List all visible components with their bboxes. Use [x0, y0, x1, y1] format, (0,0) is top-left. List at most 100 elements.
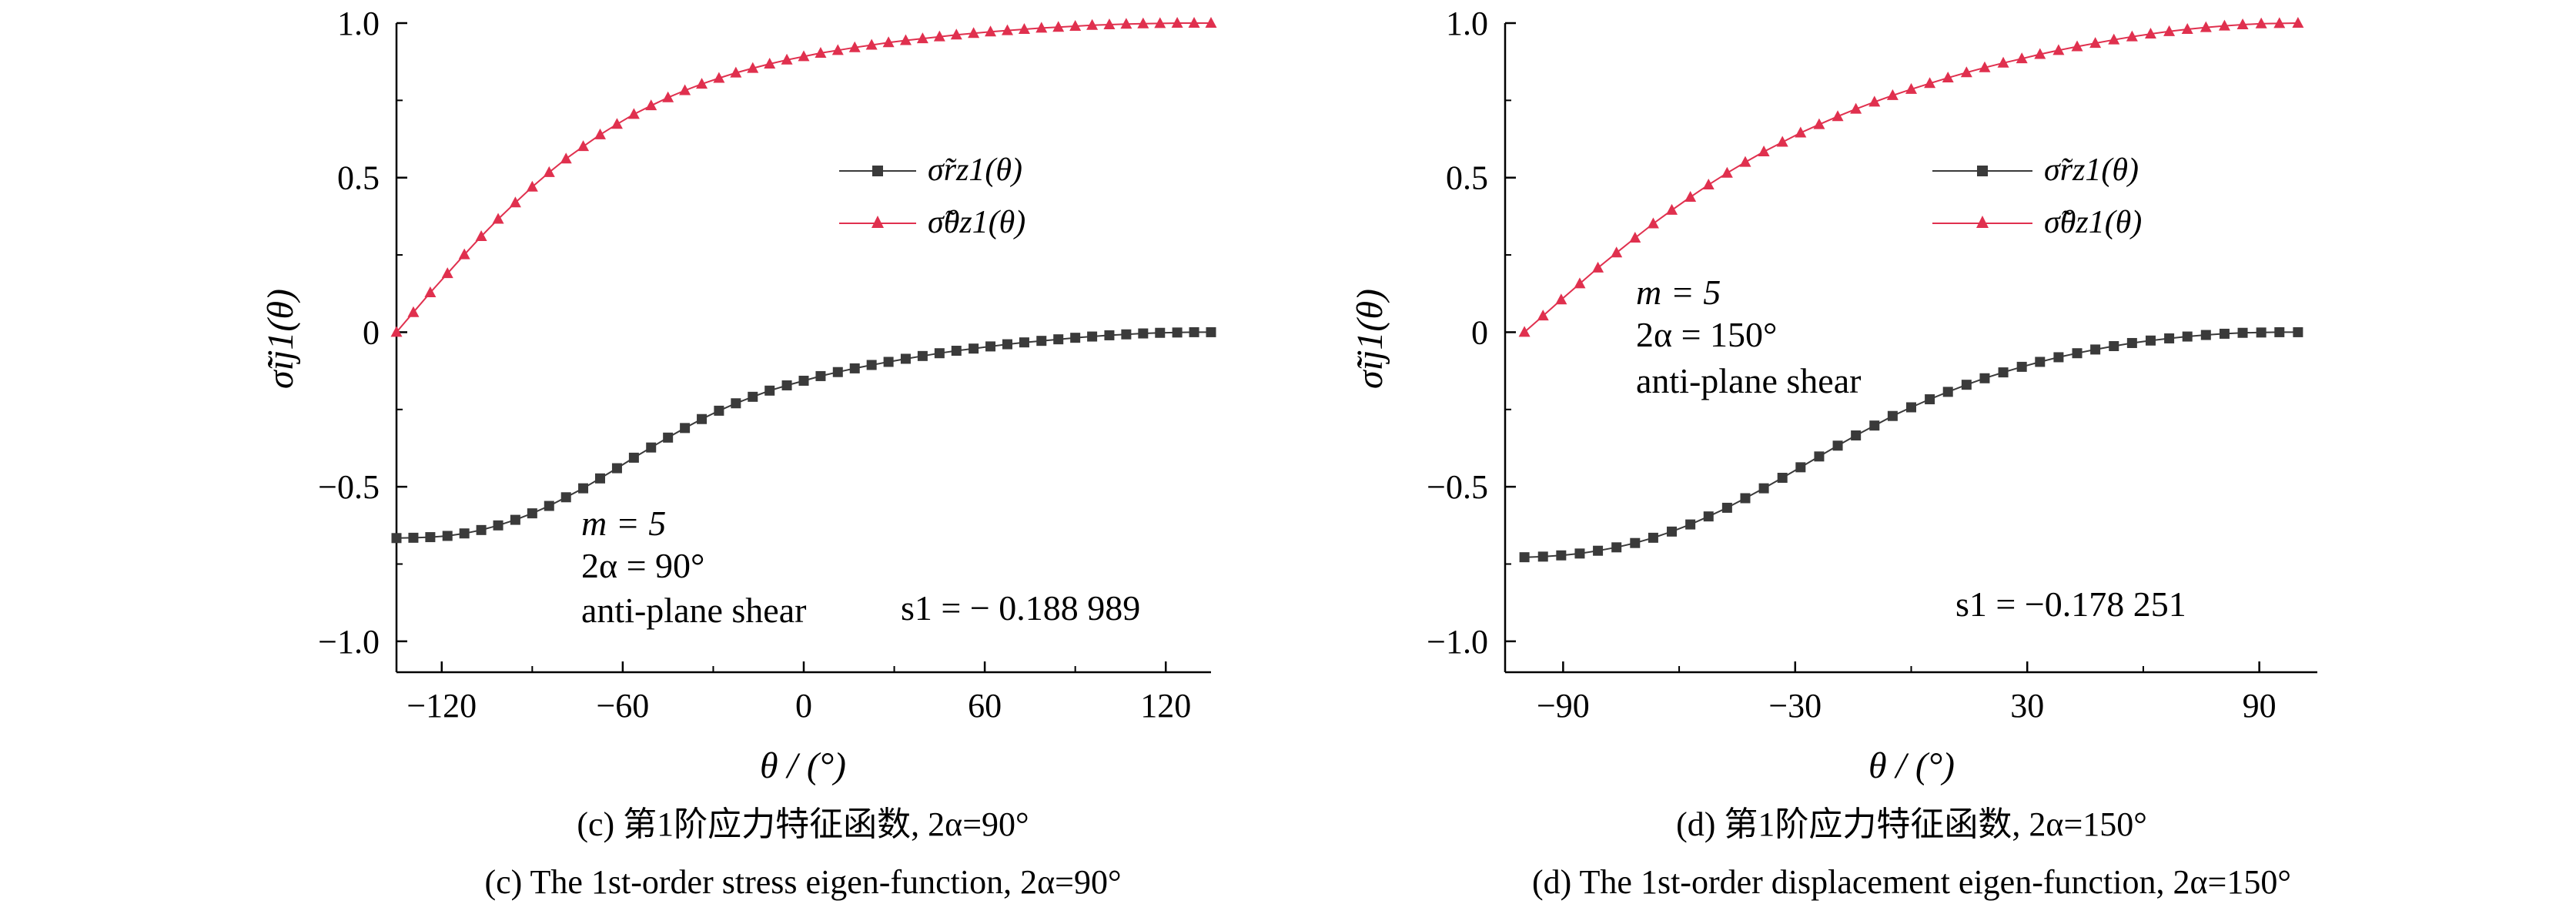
data-point	[1776, 136, 1788, 147]
data-point	[1979, 373, 1990, 383]
data-point	[2016, 361, 2027, 372]
data-point	[1574, 277, 1586, 289]
data-point	[1611, 542, 1622, 553]
y-axis-label-c: σ̃ij1(θ)	[260, 289, 301, 389]
data-point	[611, 463, 622, 474]
data-point	[2293, 326, 2303, 337]
data-point	[1906, 402, 1916, 413]
data-point	[543, 166, 555, 177]
data-point	[1887, 410, 1898, 421]
x-tick-label: 60	[968, 687, 1002, 725]
data-point	[475, 229, 487, 241]
data-point	[1795, 462, 1806, 473]
annot-m-d: m = 5	[1636, 273, 1721, 312]
data-point	[1777, 473, 1788, 484]
data-point	[2255, 17, 2267, 28]
legend-tz-marker	[871, 216, 884, 228]
data-point	[1961, 380, 1972, 390]
x-tick-label: −60	[596, 687, 649, 725]
data-point	[1886, 89, 1899, 100]
data-point	[645, 99, 657, 111]
y-tick-label: 0.5	[1446, 159, 1488, 197]
data-point	[2034, 48, 2046, 59]
data-point	[390, 326, 403, 337]
data-point	[764, 57, 776, 69]
data-point	[951, 346, 962, 357]
data-point	[1721, 166, 1733, 178]
data-point	[1103, 18, 1116, 30]
data-point	[459, 528, 470, 539]
data-point	[2089, 37, 2102, 49]
data-point	[1138, 328, 1149, 339]
annot-type-d: anti-plane shear	[1636, 361, 1861, 400]
data-point	[969, 343, 979, 354]
annot-alpha-d: 2α = 150°	[1636, 315, 1777, 354]
data-point	[560, 152, 572, 164]
x-tick-label: 30	[2010, 687, 2044, 725]
data-point	[458, 248, 470, 259]
data-point	[2219, 328, 2230, 339]
data-point	[1574, 548, 1585, 559]
data-point	[1979, 61, 1991, 72]
annot-m-c: m = 5	[581, 504, 666, 543]
data-point	[1537, 551, 1548, 562]
legend-c: σ̃rz1(θ) σ̃θz1(θ)	[839, 152, 1025, 240]
data-point	[748, 391, 758, 402]
y-tick-label: 0	[363, 313, 380, 351]
x-tick-label: 120	[1140, 687, 1191, 725]
y-axis-label-d: σ̃ij1(θ)	[1350, 289, 1390, 389]
data-point	[442, 531, 453, 541]
data-point	[968, 27, 980, 39]
data-point	[730, 66, 742, 78]
data-point	[1002, 339, 1012, 350]
data-point	[985, 341, 996, 352]
data-point	[1758, 145, 1770, 156]
data-point	[492, 213, 504, 224]
data-point	[1960, 66, 1972, 78]
data-point	[2053, 352, 2064, 363]
data-point	[1120, 18, 1132, 29]
data-point	[1868, 95, 1881, 107]
data-point	[2236, 18, 2249, 30]
data-point	[1205, 17, 1217, 28]
data-point	[1924, 77, 1936, 89]
data-point	[1832, 440, 1843, 451]
data-point	[1171, 17, 1183, 28]
data-point	[1592, 261, 1604, 273]
data-point	[1702, 178, 1715, 189]
data-point	[2164, 333, 2175, 343]
data-point	[1814, 451, 1825, 462]
data-point	[679, 84, 691, 95]
data-point	[526, 180, 538, 192]
data-point	[848, 41, 861, 52]
panel-c: −1.0 −0.5 0 0.5 1.0 −120 −60 0 60 120 σ̃rz1(θ) σ̃…	[260, 5, 1217, 901]
data-point	[697, 413, 708, 424]
data-point	[714, 405, 724, 416]
caption-en-c: (c) The 1st-order stress eigen-function,…	[484, 863, 1121, 901]
data-point	[1519, 552, 1530, 563]
data-point	[1942, 387, 1953, 397]
data-point	[696, 78, 708, 89]
data-point	[1019, 337, 1029, 348]
data-point	[2126, 337, 2137, 348]
data-point	[663, 432, 674, 443]
data-point	[916, 32, 928, 44]
data-point	[1925, 394, 1935, 405]
x-tick-label: 90	[2243, 687, 2277, 725]
data-point	[1154, 17, 1166, 28]
data-point	[950, 28, 962, 40]
data-point	[1104, 330, 1115, 340]
data-point	[408, 532, 419, 543]
data-point	[933, 30, 945, 42]
data-point	[1518, 326, 1531, 337]
x-tick-label: −120	[406, 687, 477, 725]
data-point	[509, 196, 521, 208]
data-point	[1555, 293, 1567, 305]
data-point	[627, 108, 640, 119]
data-point	[2292, 17, 2304, 28]
data-point	[1087, 331, 1098, 342]
data-point	[578, 483, 589, 494]
data-point	[1593, 545, 1604, 556]
plot-area-c: −1.0 −0.5 0 0.5 1.0 −120 −60 0 60 120	[318, 5, 1217, 725]
